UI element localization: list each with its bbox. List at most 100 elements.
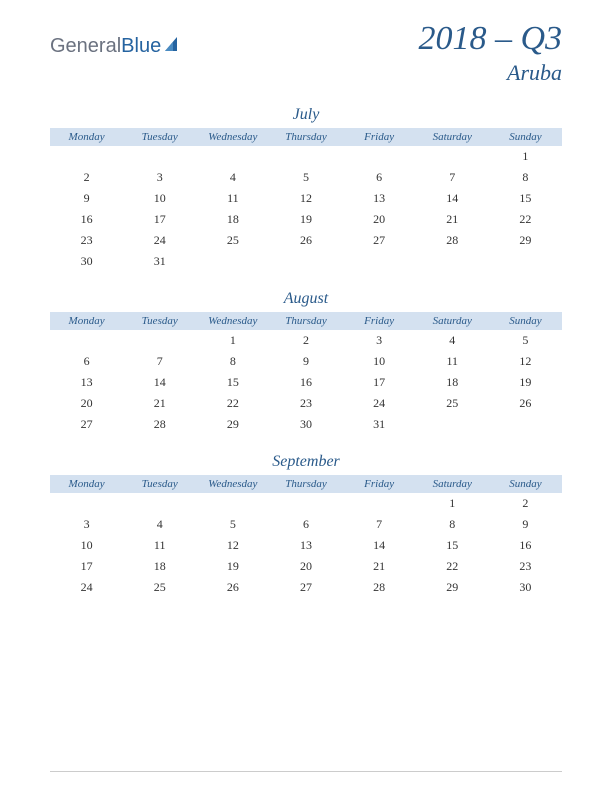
day-cell: 30 [50, 251, 123, 272]
day-cell: 27 [269, 577, 342, 598]
calendar-table: MondayTuesdayWednesdayThursdayFridaySatu… [50, 312, 562, 435]
logo-text-blue: Blue [121, 35, 161, 58]
day-cell: 9 [50, 188, 123, 209]
day-cell: 20 [269, 556, 342, 577]
week-row: 23242526272829 [50, 230, 562, 251]
day-cell [416, 146, 489, 167]
day-cell: 25 [416, 393, 489, 414]
day-cell: 21 [343, 556, 416, 577]
day-cell: 12 [196, 535, 269, 556]
day-cell: 23 [489, 556, 562, 577]
day-cell: 30 [269, 414, 342, 435]
page-header: GeneralBlue 2018 – Q3 Aruba [50, 20, 562, 86]
day-cell: 29 [416, 577, 489, 598]
day-cell: 10 [343, 351, 416, 372]
day-header: Wednesday [196, 128, 269, 146]
day-cell: 28 [416, 230, 489, 251]
day-cell: 1 [416, 493, 489, 514]
day-header: Friday [343, 475, 416, 493]
day-cell: 2 [50, 167, 123, 188]
day-cell: 18 [123, 556, 196, 577]
day-cell [196, 251, 269, 272]
day-cell: 19 [269, 209, 342, 230]
month-name: August [50, 290, 562, 308]
calendar-table: MondayTuesdayWednesdayThursdayFridaySatu… [50, 128, 562, 272]
day-cell: 14 [123, 372, 196, 393]
day-cell [123, 146, 196, 167]
day-cell: 6 [50, 351, 123, 372]
day-header: Tuesday [123, 128, 196, 146]
day-header: Wednesday [196, 312, 269, 330]
day-cell: 16 [489, 535, 562, 556]
day-cell: 11 [196, 188, 269, 209]
day-cell: 2 [489, 493, 562, 514]
day-cell [489, 414, 562, 435]
day-header: Saturday [416, 475, 489, 493]
day-cell: 7 [123, 351, 196, 372]
week-row: 24252627282930 [50, 577, 562, 598]
day-cell: 24 [50, 577, 123, 598]
day-header-row: MondayTuesdayWednesdayThursdayFridaySatu… [50, 475, 562, 493]
day-cell: 15 [196, 372, 269, 393]
day-cell: 13 [343, 188, 416, 209]
day-cell: 25 [196, 230, 269, 251]
logo-sail-icon [163, 35, 181, 58]
day-cell: 26 [489, 393, 562, 414]
day-cell: 7 [343, 514, 416, 535]
day-header: Sunday [489, 128, 562, 146]
footer-line [50, 771, 562, 772]
day-cell: 3 [50, 514, 123, 535]
day-cell: 14 [343, 535, 416, 556]
day-cell: 26 [269, 230, 342, 251]
day-cell: 10 [50, 535, 123, 556]
day-cell [343, 251, 416, 272]
day-header-row: MondayTuesdayWednesdayThursdayFridaySatu… [50, 312, 562, 330]
day-header: Tuesday [123, 312, 196, 330]
day-cell: 29 [196, 414, 269, 435]
calendars-container: July MondayTuesdayWednesdayThursdayFriday… [50, 106, 562, 598]
week-row: 12345 [50, 330, 562, 351]
month-name: July [50, 106, 562, 124]
day-cell: 29 [489, 230, 562, 251]
day-header: Wednesday [196, 475, 269, 493]
day-cell: 15 [416, 535, 489, 556]
day-cell: 31 [123, 251, 196, 272]
day-cell: 24 [123, 230, 196, 251]
day-cell: 12 [269, 188, 342, 209]
month-name: September [50, 453, 562, 471]
day-cell: 26 [196, 577, 269, 598]
day-cell: 4 [196, 167, 269, 188]
day-header: Tuesday [123, 475, 196, 493]
day-cell [343, 493, 416, 514]
day-header: Saturday [416, 312, 489, 330]
day-cell: 4 [416, 330, 489, 351]
day-cell: 23 [269, 393, 342, 414]
day-cell: 27 [50, 414, 123, 435]
day-cell: 28 [123, 414, 196, 435]
day-cell: 11 [123, 535, 196, 556]
day-cell: 24 [343, 393, 416, 414]
day-cell: 15 [489, 188, 562, 209]
day-cell: 16 [269, 372, 342, 393]
quarter-title: 2018 – Q3 [418, 20, 562, 58]
day-cell [343, 146, 416, 167]
day-cell [123, 493, 196, 514]
day-header: Sunday [489, 312, 562, 330]
day-cell: 16 [50, 209, 123, 230]
day-cell: 9 [489, 514, 562, 535]
week-row: 3456789 [50, 514, 562, 535]
day-cell: 27 [343, 230, 416, 251]
calendar-table: MondayTuesdayWednesdayThursdayFridaySatu… [50, 475, 562, 598]
day-cell: 4 [123, 514, 196, 535]
day-cell: 13 [50, 372, 123, 393]
day-cell: 20 [343, 209, 416, 230]
day-header: Saturday [416, 128, 489, 146]
location-title: Aruba [418, 60, 562, 86]
day-cell: 1 [196, 330, 269, 351]
day-cell: 7 [416, 167, 489, 188]
day-cell [50, 146, 123, 167]
day-cell: 21 [123, 393, 196, 414]
week-row: 2345678 [50, 167, 562, 188]
day-header: Thursday [269, 475, 342, 493]
day-cell: 6 [343, 167, 416, 188]
